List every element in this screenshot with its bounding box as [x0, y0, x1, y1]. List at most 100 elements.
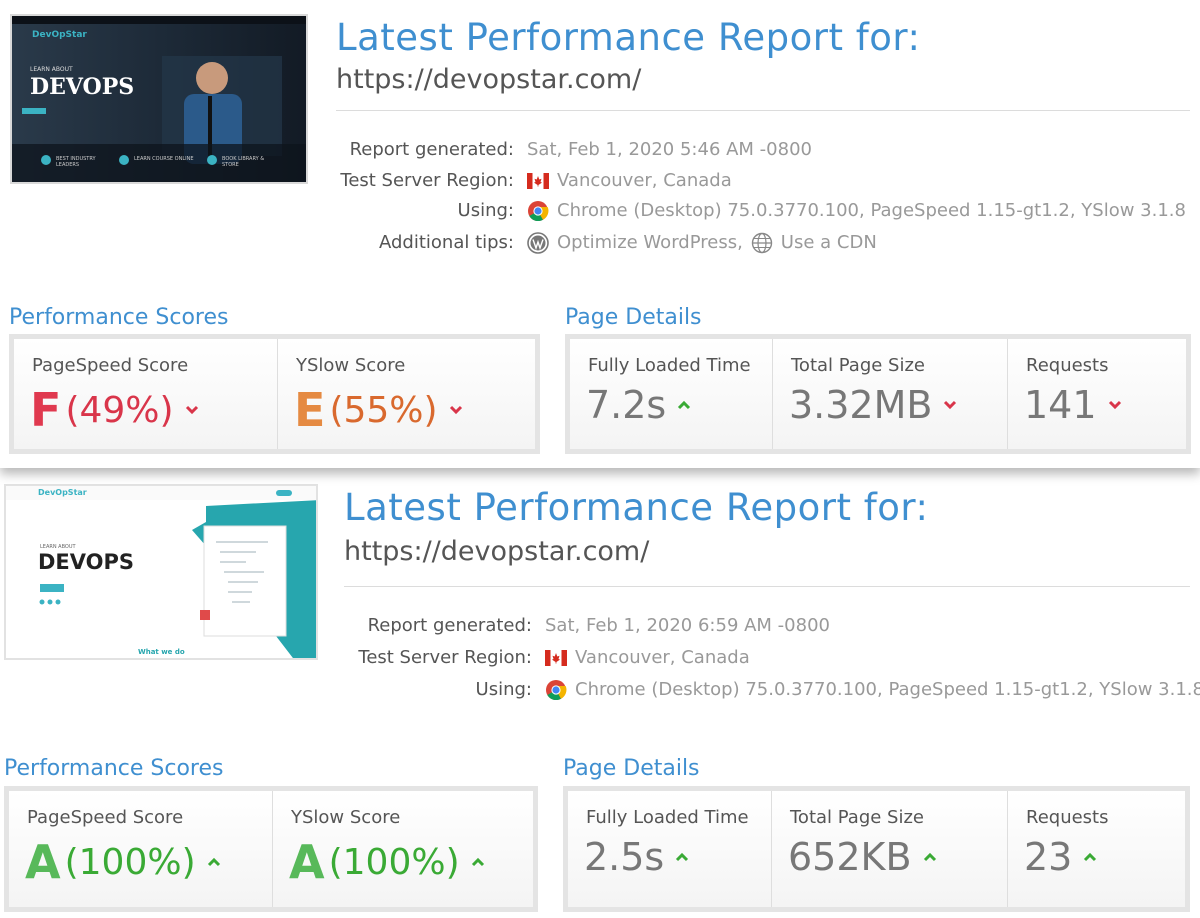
fully-loaded-time-label: Fully Loaded Time [588, 355, 751, 376]
requests-count-value: 23 [1024, 835, 1098, 879]
meta-label: Report generated: [349, 139, 514, 160]
page-size-value: 3.32MB [789, 383, 933, 427]
page-details-title: Page Details [565, 305, 702, 330]
trend-up-icon [923, 852, 936, 862]
performance-scores-title: Performance Scores [9, 305, 229, 330]
total-page-size-label: Total Page Size [791, 355, 926, 376]
meta-label: Using: [475, 679, 532, 700]
total-page-size-cell[interactable]: Total Page Size 3.32MB [773, 339, 1008, 449]
requests-cell[interactable]: Requests 141 [1008, 339, 1186, 449]
yslow-score-label: YSlow Score [291, 807, 401, 828]
chrome-icon [528, 201, 549, 222]
meta-row-region: Test Server Region: Vancouver, Canada [0, 645, 1200, 671]
header-divider [336, 110, 1190, 111]
meta-row-tips: Additional tips: Optimize WordPress, Use… [0, 230, 1200, 256]
fully-loaded-time-cell[interactable]: Fully Loaded Time 2.5s [568, 791, 772, 907]
page-details-title: Page Details [563, 756, 700, 781]
pagespeed-score-label: PageSpeed Score [27, 807, 184, 828]
trend-up-icon [471, 857, 484, 867]
yslow-score-cell[interactable]: YSlow Score E (55%) [278, 339, 535, 449]
trend-up-icon [207, 857, 220, 867]
report-url[interactable]: https://devopstar.com/ [344, 536, 650, 567]
fully-loaded-time-value: 7.2s [586, 383, 692, 427]
report-url[interactable]: https://devopstar.com/ [336, 64, 642, 95]
thumb-heading-small: LEARN ABOUT [30, 66, 73, 73]
performance-scores-panel: PageSpeed Score A (100%) YSlow Score A (… [4, 786, 538, 912]
yslow-score-value: A (100%) [289, 835, 486, 889]
requests-cell[interactable]: Requests 23 [1008, 791, 1185, 907]
pagespeed-grade: F [30, 383, 62, 437]
thumb-footer: What we do [138, 648, 185, 656]
region-text: Vancouver, Canada [575, 647, 750, 668]
meta-value: Vancouver, Canada [545, 645, 750, 671]
region-text: Vancouver, Canada [557, 170, 732, 191]
meta-value: Chrome (Desktop) 75.0.3770.100, PageSpee… [527, 198, 1186, 224]
yslow-score-label: YSlow Score [296, 355, 406, 376]
requests-label: Requests [1026, 355, 1109, 376]
meta-label: Additional tips: [378, 232, 514, 253]
tip-wordpress-link[interactable]: Optimize WordPress, [557, 232, 743, 253]
yslow-grade: E [294, 383, 326, 437]
pagespeed-score-value: A (100%) [25, 835, 222, 889]
fully-loaded-time-label: Fully Loaded Time [586, 807, 749, 828]
page-size-value: 652KB [788, 835, 912, 879]
thumb-feature-2: LEARN COURSE ONLINE [134, 156, 194, 162]
total-page-size-cell[interactable]: Total Page Size 652KB [772, 791, 1008, 907]
load-time-value: 2.5s [584, 835, 665, 879]
trend-down-icon [944, 400, 957, 410]
pagespeed-grade: A [25, 835, 61, 889]
thumb-heading: DEVOPS [30, 74, 135, 100]
tip-cdn-link[interactable]: Use a CDN [780, 232, 877, 253]
load-time-value: 7.2s [586, 383, 667, 427]
trend-up-icon [1084, 852, 1097, 862]
thumb-brand: DevOpStar [38, 488, 87, 497]
yslow-grade: A [289, 835, 325, 889]
page-details-panel: Fully Loaded Time 7.2s Total Page Size 3… [565, 334, 1191, 454]
meta-row-generated: Report generated: Sat, Feb 1, 2020 6:59 … [0, 613, 1200, 639]
meta-label: Using: [457, 200, 514, 221]
performance-scores-panel: PageSpeed Score F (49%) YSlow Score E (5… [9, 334, 540, 454]
wordpress-icon[interactable] [527, 232, 549, 254]
performance-scores-title: Performance Scores [4, 756, 224, 781]
canada-flag-icon [527, 173, 549, 189]
trend-down-icon [1108, 400, 1121, 410]
pagespeed-score-label: PageSpeed Score [32, 355, 189, 376]
site-screenshot-thumbnail[interactable]: DevOpStar LEARN ABOUT DEVOPS BEST INDUST… [10, 14, 308, 184]
thumb-feature-3: BOOK LIBRARY & STORE [222, 156, 265, 168]
meta-row-using: Using: Chrome (Desktop) 75.0.3770.100, P… [0, 198, 1200, 224]
trend-down-icon [449, 405, 462, 415]
requests-value: 141 [1024, 383, 1097, 427]
requests-value: 23 [1024, 835, 1073, 879]
report-card-after: DevOpStar LEARN ABOUT DEVOPS What we do … [0, 470, 1200, 918]
pagespeed-percent: (100%) [64, 841, 196, 883]
site-preview-image [6, 486, 316, 658]
total-page-size-value: 652KB [788, 835, 938, 879]
fully-loaded-time-cell[interactable]: Fully Loaded Time 7.2s [570, 339, 773, 449]
meta-value: Sat, Feb 1, 2020 6:59 AM -0800 [545, 615, 830, 636]
meta-value: Vancouver, Canada [527, 168, 732, 194]
pagespeed-score-cell[interactable]: PageSpeed Score F (49%) [14, 339, 278, 449]
requests-label: Requests [1026, 807, 1109, 828]
fully-loaded-time-value: 2.5s [584, 835, 690, 879]
canada-flag-icon [545, 650, 567, 666]
thumb-heading-small: LEARN ABOUT [40, 544, 76, 550]
meta-row-using: Using: Chrome (Desktop) 75.0.3770.100, P… [0, 677, 1200, 703]
chrome-icon [546, 680, 567, 701]
site-preview-image [12, 16, 306, 182]
browser-text: Chrome (Desktop) 75.0.3770.100, PageSpee… [557, 200, 1186, 221]
meta-value: Sat, Feb 1, 2020 5:46 AM -0800 [527, 139, 812, 160]
total-page-size-value: 3.32MB [789, 383, 958, 427]
meta-value: Chrome (Desktop) 75.0.3770.100, PageSpee… [545, 677, 1200, 703]
thumb-feature-1: BEST INDUSTRY LEADERS [56, 156, 96, 168]
total-page-size-label: Total Page Size [790, 807, 925, 828]
site-screenshot-thumbnail[interactable]: DevOpStar LEARN ABOUT DEVOPS What we do [4, 484, 318, 660]
meta-label: Report generated: [367, 615, 532, 636]
report-title: Latest Performance Report for: [336, 16, 921, 59]
trend-down-icon [185, 405, 198, 415]
meta-row-generated: Report generated: Sat, Feb 1, 2020 5:46 … [0, 137, 1200, 163]
pagespeed-score-value: F (49%) [30, 383, 200, 437]
pagespeed-score-cell[interactable]: PageSpeed Score A (100%) [9, 791, 273, 907]
globe-icon[interactable] [751, 232, 773, 254]
yslow-score-cell[interactable]: YSlow Score A (100%) [273, 791, 533, 907]
trend-up-icon [678, 400, 691, 410]
